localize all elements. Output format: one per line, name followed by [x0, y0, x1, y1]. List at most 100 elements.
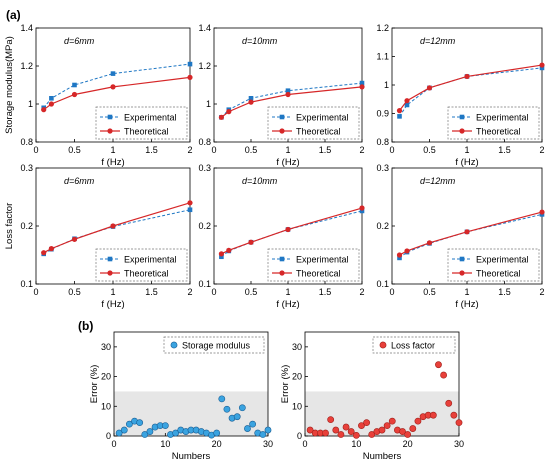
theoretical-point	[404, 98, 410, 104]
x-tick-label: 0	[389, 287, 394, 297]
x-tick-label: 10	[351, 439, 361, 449]
experimental-point	[248, 96, 254, 101]
legend-marker	[170, 341, 178, 349]
experimental-point	[404, 102, 410, 108]
error-point	[429, 411, 437, 419]
legend-label-experimental: Experimental	[124, 254, 177, 264]
theoretical-point	[426, 240, 433, 246]
x-axis-label: Numbers	[363, 451, 402, 462]
legend-label-theoretical: Theoretical	[476, 268, 521, 278]
error-point	[264, 426, 272, 434]
legend-marker-theoretical	[279, 128, 285, 134]
x-tick-label: 0.5	[245, 287, 258, 297]
experimental-point	[49, 96, 54, 101]
error-point	[115, 429, 123, 437]
legend-label-experimental: Experimental	[296, 254, 349, 264]
y-tick-label: 1	[206, 99, 211, 109]
x-tick-label: 0	[389, 145, 394, 155]
chart-lf6: 0 0.5 1 1.5 2 0.1 0.2 0.3 f (Hz) Loss factor d=6mm…	[4, 163, 193, 310]
x-tick-label: 1.5	[145, 145, 158, 155]
x-tick-label: 0.5	[68, 287, 81, 297]
series-line-theoretical	[43, 76, 191, 111]
x-axis-label: f (Hz)	[455, 157, 478, 168]
chart-annotation: d=12mm	[420, 176, 456, 186]
chart-sm12: 0 0.5 1 1.5 2 0.8 0.9 1 1.1 1.2 f (Hz) d=12mm Experi…	[376, 23, 545, 168]
y-tick-label: 30	[292, 342, 302, 352]
error-point	[383, 422, 391, 429]
series-line-experimental	[399, 213, 543, 259]
theoretical-point	[218, 251, 224, 257]
legend: Experimental Theoretical	[447, 248, 540, 282]
y-tick-label: 0.1	[198, 279, 211, 289]
y-tick-label: 30	[101, 342, 111, 352]
experimental-point	[187, 61, 193, 67]
charts-container: 0 0.5 1 1.5 2 0.8 1 1.2 1.4 f (Hz) Storage modulus…	[4, 23, 545, 462]
legend-box	[372, 336, 456, 354]
x-tick-label: 2	[359, 287, 364, 297]
theoretical-point	[539, 62, 545, 68]
error-point	[161, 422, 169, 429]
x-tick-label: 1.5	[145, 287, 158, 297]
error-point	[238, 404, 246, 412]
x-tick-label: 2	[539, 287, 544, 297]
x-tick-label: 0	[33, 145, 38, 155]
axes-frame	[304, 331, 460, 437]
x-tick-label: 0.5	[423, 145, 436, 155]
theoretical-point	[218, 114, 224, 120]
y-tick-label: 20	[101, 372, 111, 382]
y-tick-label: 0.3	[198, 163, 211, 173]
legend-label-experimental: Experimental	[124, 112, 177, 122]
legend-label: Storage modulus	[182, 340, 251, 350]
panel-label-b: (b)	[78, 319, 93, 333]
x-tick-label: 0	[211, 287, 216, 297]
x-tick-label: 2	[359, 145, 364, 155]
y-tick-label: 1.4	[20, 23, 33, 33]
error-point	[378, 426, 386, 434]
y-tick-label: 1.4	[198, 23, 211, 33]
error-point	[146, 428, 154, 435]
legend-box	[447, 248, 540, 282]
x-tick-label: 30	[263, 439, 273, 449]
x-tick-label: 1.5	[319, 145, 332, 155]
chart-err_sm: 0 10 20 30 0 10 20 30 Numbers Error (%) Storage mo…	[89, 331, 273, 462]
y-tick-label: 10	[101, 401, 111, 411]
error-point	[120, 426, 128, 434]
experimental-point	[72, 82, 77, 88]
x-tick-label: 1.5	[498, 287, 511, 297]
error-point	[327, 416, 335, 424]
y-tick-label: 0.2	[376, 221, 389, 231]
error-point	[409, 425, 417, 432]
y-tick-label: 0.3	[20, 163, 33, 173]
x-axis-label: f (Hz)	[455, 299, 478, 310]
error-point	[172, 429, 179, 437]
x-axis-label: f (Hz)	[276, 157, 299, 168]
legend-marker-theoretical	[107, 128, 113, 134]
theoretical-point	[187, 74, 193, 80]
experimental-point	[539, 65, 545, 71]
error-point	[136, 419, 144, 427]
error-point	[358, 422, 365, 429]
chart-annotation: d=12mm	[420, 36, 456, 46]
error-point	[450, 411, 458, 419]
chart-annotation: d=6mm	[64, 36, 95, 46]
theoretical-point	[285, 91, 291, 98]
legend-label-experimental: Experimental	[476, 254, 529, 264]
theoretical-point	[48, 101, 55, 107]
error-point	[223, 405, 231, 413]
experimental-point	[359, 80, 365, 86]
theoretical-point	[426, 85, 433, 91]
x-tick-label: 0.5	[68, 145, 81, 155]
x-axis-label: f (Hz)	[101, 299, 124, 310]
theoretical-point	[226, 109, 232, 115]
theoretical-point	[359, 205, 365, 211]
x-tick-label: 1	[285, 145, 290, 155]
x-tick-label: 0	[111, 439, 116, 449]
error-point	[249, 420, 256, 428]
y-tick-label: 0.8	[198, 137, 211, 147]
error-point	[347, 428, 355, 435]
axes-frame	[113, 331, 269, 437]
error-point	[445, 399, 453, 407]
legend-box	[267, 248, 360, 282]
y-tick-label: 1.2	[20, 61, 33, 71]
